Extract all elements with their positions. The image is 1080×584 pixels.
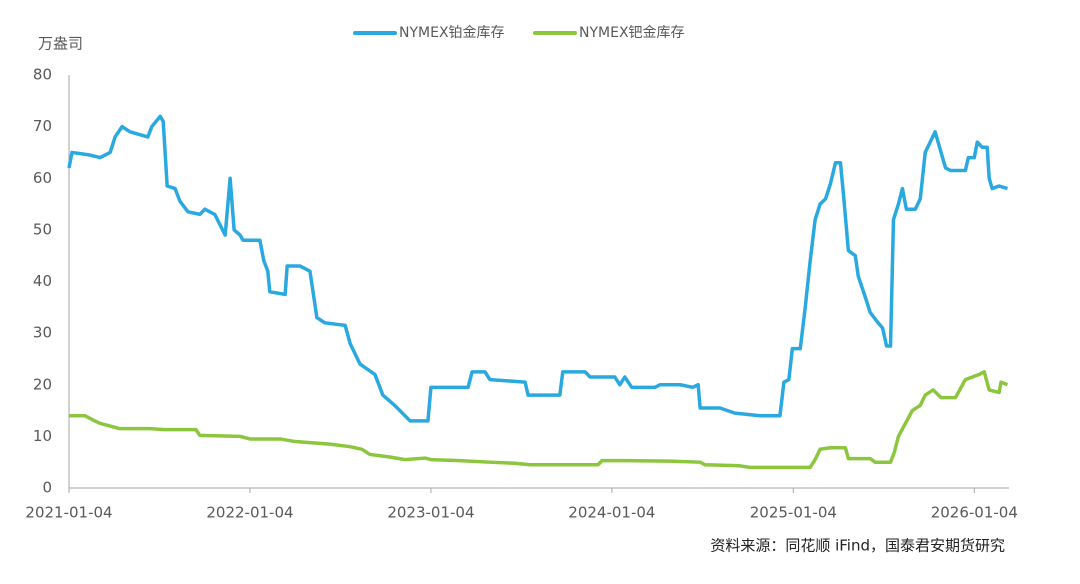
- y-tick-label: 80: [33, 66, 52, 84]
- y-axis-label: 万盎司: [38, 35, 83, 53]
- y-tick-label: 30: [33, 324, 52, 342]
- source-note: 资料来源：同花顺 iFind，国泰君安期货研究: [710, 537, 1005, 555]
- x-tick-label: 2022-01-04: [206, 504, 293, 522]
- y-tick-label: 20: [33, 375, 52, 393]
- y-tick-label: 50: [33, 220, 52, 238]
- data-line: [67, 114, 1009, 423]
- x-tick-label: 2024-01-04: [568, 504, 655, 522]
- legend-label: NYMEX铂金库存: [399, 25, 505, 41]
- y-tick-label: 10: [33, 427, 52, 445]
- y-tick-label: 60: [33, 169, 52, 187]
- y-tick-label: 40: [33, 272, 52, 290]
- legend-label: NYMEX钯金库存: [579, 25, 685, 41]
- data-line: [69, 370, 1009, 470]
- x-tick-label: 2026-01-04: [931, 504, 1018, 522]
- y-tick-label: 70: [33, 117, 52, 135]
- x-tick-label: 2021-01-04: [25, 504, 112, 522]
- x-tick-label: 2025-01-04: [750, 504, 837, 522]
- y-tick-label: 0: [42, 479, 52, 497]
- x-tick-label: 2023-01-04: [387, 504, 474, 522]
